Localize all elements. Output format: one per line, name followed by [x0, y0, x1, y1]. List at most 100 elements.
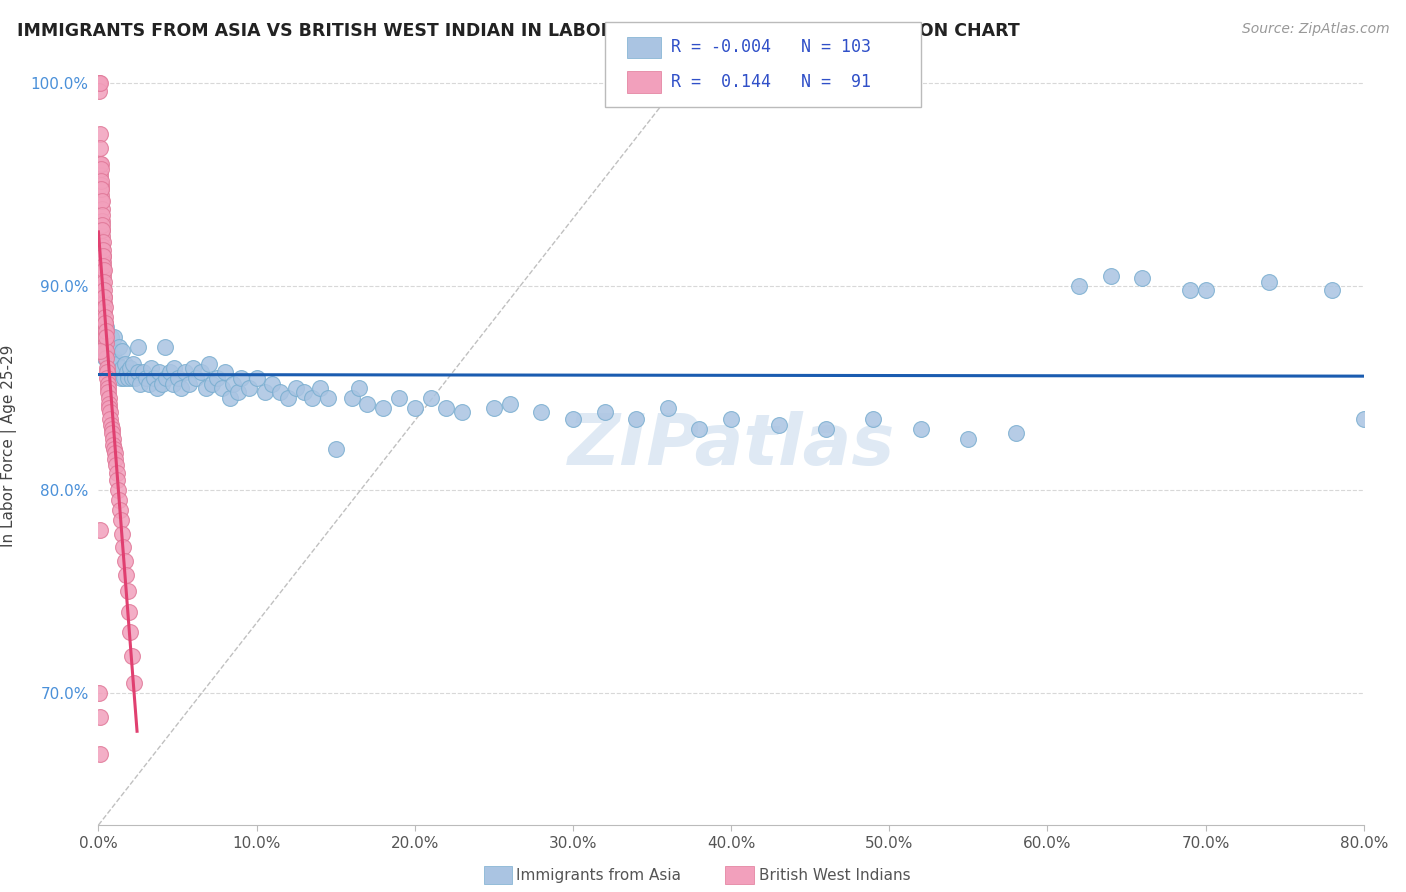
Point	[205, 371, 228, 385]
Point	[94, 330, 117, 344]
Point	[94, 324, 117, 338]
Point	[90, 202, 112, 217]
Point	[91, 243, 114, 257]
Point	[89, 524, 111, 538]
Point	[94, 344, 117, 359]
Point	[128, 376, 150, 391]
Point	[356, 397, 378, 411]
Point	[96, 365, 118, 379]
Point	[101, 432, 124, 446]
Point	[269, 385, 291, 400]
Point	[1130, 271, 1153, 285]
Point	[1178, 284, 1201, 298]
Point	[90, 214, 112, 228]
Point	[96, 320, 118, 334]
Point	[90, 161, 112, 176]
Point	[1067, 279, 1090, 293]
Point	[122, 675, 145, 690]
Point	[108, 492, 131, 507]
Point	[89, 141, 111, 155]
Point	[97, 376, 120, 391]
Point	[103, 446, 125, 460]
Point	[121, 649, 143, 664]
Point	[111, 527, 134, 541]
Point	[98, 405, 121, 419]
Point	[103, 330, 125, 344]
Point	[142, 371, 165, 385]
Text: ZIPatlas: ZIPatlas	[568, 411, 894, 481]
Point	[112, 371, 135, 385]
Point	[93, 263, 115, 277]
Point	[107, 473, 129, 487]
Point	[292, 385, 315, 400]
Point	[93, 290, 115, 304]
Point	[98, 401, 121, 416]
Point	[110, 371, 132, 385]
Point	[103, 438, 125, 452]
Point	[301, 391, 323, 405]
Point	[112, 540, 135, 554]
Point	[120, 625, 142, 640]
Point	[451, 405, 474, 419]
Point	[222, 376, 245, 391]
Point	[89, 710, 111, 724]
Point	[1257, 276, 1279, 290]
Point	[211, 381, 233, 395]
Point	[688, 422, 710, 436]
Point	[201, 376, 224, 391]
Point	[93, 316, 115, 330]
Point	[91, 255, 114, 269]
Point	[957, 432, 980, 446]
Point	[120, 360, 141, 375]
Point	[624, 411, 647, 425]
Point	[118, 605, 141, 619]
Point	[93, 351, 117, 365]
Point	[115, 568, 138, 582]
Point	[404, 401, 426, 416]
Point	[139, 360, 162, 375]
Point	[104, 365, 127, 379]
Point	[94, 310, 117, 324]
Point	[155, 371, 177, 385]
Point	[117, 371, 139, 385]
Point	[1322, 284, 1344, 298]
Point	[93, 300, 117, 314]
Point	[159, 365, 181, 379]
Point	[90, 182, 112, 196]
Text: R =  0.144   N =  91: R = 0.144 N = 91	[671, 73, 870, 91]
Point	[94, 324, 117, 338]
Point	[98, 340, 121, 354]
Point	[93, 279, 115, 293]
Point	[309, 381, 332, 395]
Point	[135, 371, 157, 385]
Point	[229, 371, 252, 385]
Point	[419, 391, 441, 405]
Point	[124, 371, 146, 385]
Point	[111, 360, 134, 375]
Point	[93, 276, 115, 290]
Point	[436, 401, 458, 416]
Point	[90, 188, 112, 202]
Point	[388, 391, 411, 405]
Point	[100, 422, 122, 436]
Point	[96, 351, 118, 365]
Point	[100, 417, 122, 432]
Point	[97, 391, 120, 405]
Point	[94, 330, 117, 344]
Point	[277, 391, 299, 405]
Point	[90, 157, 112, 171]
Point	[530, 405, 553, 419]
Point	[98, 397, 121, 411]
Point	[89, 157, 111, 171]
Text: Immigrants from Asia: Immigrants from Asia	[516, 868, 681, 882]
Point	[91, 249, 114, 263]
Point	[93, 290, 115, 304]
Point	[214, 365, 236, 379]
Point	[146, 381, 169, 395]
Point	[100, 351, 122, 365]
Point	[93, 303, 115, 318]
Point	[177, 376, 200, 391]
Point	[97, 381, 120, 395]
Point	[90, 178, 112, 192]
Point	[121, 371, 143, 385]
